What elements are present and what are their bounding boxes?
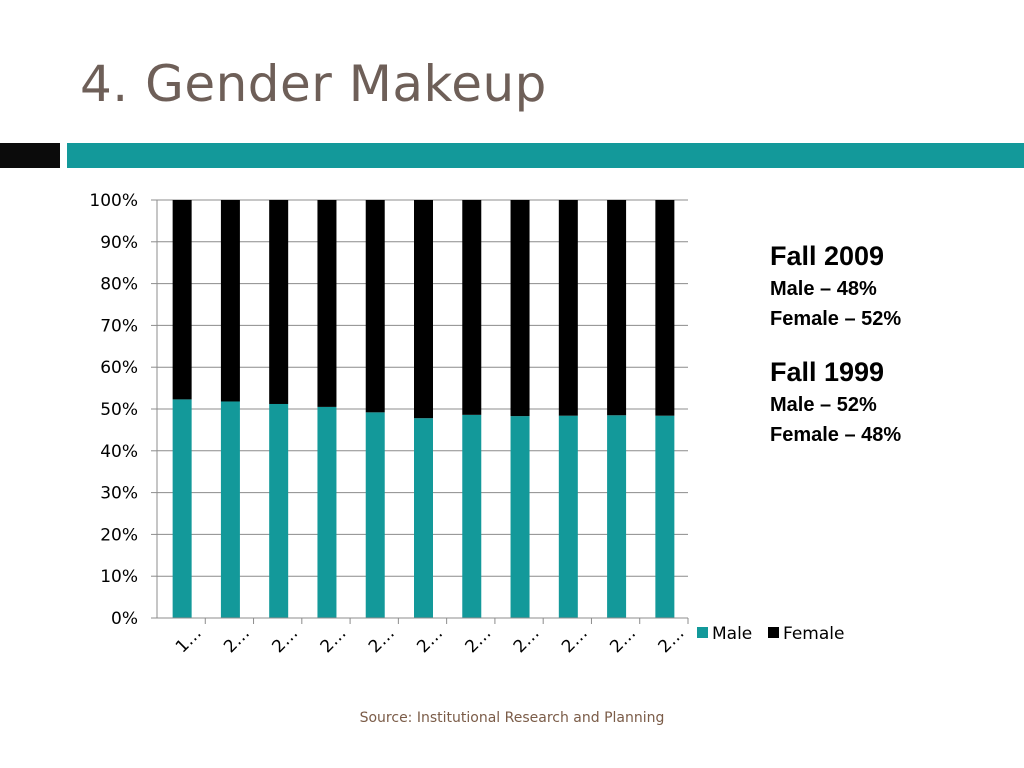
bar-male bbox=[558, 415, 578, 618]
x-tick-label: 2… bbox=[413, 623, 447, 657]
y-tick-label: 100% bbox=[89, 191, 138, 211]
bar-male bbox=[414, 418, 433, 618]
annotation-fall-2009: Fall 2009 Male – 48% Female – 52% bbox=[770, 238, 1010, 334]
y-tick-label: 80% bbox=[100, 275, 138, 295]
axes bbox=[151, 199, 689, 624]
bar-male bbox=[510, 416, 530, 618]
bar-female bbox=[172, 200, 192, 400]
legend-swatch-female bbox=[768, 627, 779, 638]
bar-male bbox=[269, 403, 289, 618]
bar-male bbox=[607, 415, 627, 618]
x-tick-label: 2… bbox=[606, 623, 640, 657]
bar-female bbox=[269, 200, 289, 404]
y-tick-label: 30% bbox=[100, 484, 138, 504]
bar-female bbox=[655, 200, 675, 416]
annotation-heading: Fall 2009 bbox=[770, 241, 885, 271]
slide-title: 4. Gender Makeup bbox=[80, 55, 547, 113]
bar-female bbox=[558, 200, 578, 416]
legend-swatch-male bbox=[697, 627, 708, 638]
annotation-line: Female – 48% bbox=[770, 424, 902, 446]
x-tick-label: 2… bbox=[558, 623, 592, 657]
legend-label-male: Male bbox=[712, 624, 752, 644]
x-tick-label: 2… bbox=[220, 623, 254, 657]
y-tick-label: 60% bbox=[100, 358, 138, 378]
annotation-line: Male – 52% bbox=[770, 394, 877, 416]
bar-male bbox=[365, 412, 385, 618]
y-tick-label: 70% bbox=[100, 316, 138, 336]
y-tick-label: 50% bbox=[100, 400, 138, 420]
x-tick-label: 2… bbox=[317, 623, 351, 657]
bar-male bbox=[655, 415, 675, 618]
bar-male bbox=[172, 399, 192, 618]
y-tick-label: 90% bbox=[100, 233, 138, 253]
y-tick-label: 0% bbox=[111, 609, 138, 629]
x-tick-label: 2… bbox=[365, 623, 399, 657]
bars bbox=[172, 200, 675, 618]
legend: Male Female bbox=[697, 624, 844, 644]
bar-female bbox=[317, 200, 337, 407]
bar-male bbox=[220, 401, 240, 618]
bar-female bbox=[220, 200, 240, 402]
y-axis-ticks: 0% 10% 20% 30% 40% 50% 60% 70% 80% 90% 100% bbox=[89, 191, 138, 629]
x-axis-ticks: 1… 2… 2… 2… 2… 2… 2… 2… 2… 2… 2… bbox=[172, 623, 689, 657]
annotation-fall-1999: Fall 1999 Male – 52% Female – 48% bbox=[770, 354, 1010, 450]
header-rule-teal bbox=[67, 143, 1024, 168]
annotation-line: Male – 48% bbox=[770, 278, 877, 300]
bar-female bbox=[414, 200, 433, 419]
y-tick-label: 40% bbox=[100, 442, 138, 462]
x-tick-label: 2… bbox=[268, 623, 302, 657]
bar-female bbox=[607, 200, 627, 416]
bar-female bbox=[365, 200, 385, 413]
x-tick-label: 2… bbox=[510, 623, 544, 657]
source-note: Source: Institutional Research and Plann… bbox=[359, 710, 665, 726]
bar-female bbox=[462, 200, 482, 415]
y-tick-label: 20% bbox=[100, 525, 138, 545]
x-tick-label: 2… bbox=[655, 623, 689, 657]
annotation-heading: Fall 1999 bbox=[770, 357, 885, 387]
annotation-panel: Fall 2009 Male – 48% Female – 52% Fall 1… bbox=[770, 238, 1010, 470]
bar-male bbox=[317, 406, 337, 618]
bar-female bbox=[510, 200, 530, 417]
y-tick-label: 10% bbox=[100, 567, 138, 587]
x-tick-label: 2… bbox=[461, 623, 495, 657]
x-tick-label: 1… bbox=[172, 623, 206, 657]
legend-label-female: Female bbox=[783, 624, 844, 644]
header-rule-dark bbox=[0, 143, 60, 168]
bar-male bbox=[462, 414, 482, 618]
annotation-line: Female – 52% bbox=[770, 308, 902, 330]
